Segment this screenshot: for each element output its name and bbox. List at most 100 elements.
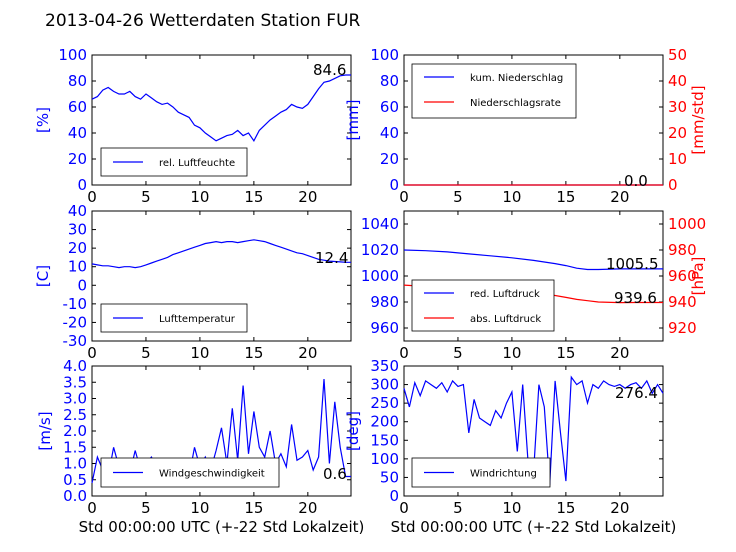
y-tick-label: 80 bbox=[380, 72, 399, 90]
x-tick-label: 20 bbox=[610, 344, 629, 362]
x-tick-label: 15 bbox=[244, 188, 263, 206]
y-tick-label: 60 bbox=[68, 98, 87, 116]
legend-label: Lufttemperatur bbox=[159, 314, 236, 325]
x-tick-label: 5 bbox=[453, 188, 463, 206]
y-tick-label: 300 bbox=[370, 376, 399, 394]
y-tick-label: 20 bbox=[380, 150, 399, 168]
y-tick-label: -20 bbox=[63, 313, 88, 331]
y-tick-label: 100 bbox=[370, 46, 399, 64]
y-tick-label: 20 bbox=[68, 150, 87, 168]
y-tick-label: 30 bbox=[68, 221, 87, 239]
y-tick-label: 0 bbox=[389, 487, 399, 505]
y2-tick-label: 920 bbox=[668, 319, 697, 337]
figure-title: 2013-04-26 Wetterdaten Station FUR bbox=[45, 11, 361, 31]
y2-axis-label: [hPa] bbox=[689, 257, 707, 296]
x-tick-label: 0 bbox=[399, 499, 409, 517]
y-tick-label: 0 bbox=[77, 176, 87, 194]
y-axis-label: [mm] bbox=[344, 100, 362, 141]
y-tick-label: 980 bbox=[370, 293, 399, 311]
y-tick-label: -10 bbox=[63, 295, 88, 313]
y2-tick-label: 0 bbox=[668, 176, 678, 194]
series-line-1 bbox=[91, 74, 351, 142]
y-tick-label: 50 bbox=[380, 468, 399, 486]
x-tick-label: 15 bbox=[556, 188, 575, 206]
y-tick-label: 200 bbox=[370, 413, 399, 431]
y2-axis-label: [mm/std] bbox=[689, 85, 707, 154]
y-tick-label: 1040 bbox=[361, 215, 399, 233]
x-tick-label: 10 bbox=[190, 499, 209, 517]
y2-tick-label: 50 bbox=[668, 46, 687, 64]
y-tick-label: 3.5 bbox=[63, 373, 87, 391]
x-tick-label: 0 bbox=[87, 499, 97, 517]
x-tick-label: 0 bbox=[399, 344, 409, 362]
x-tick-label: 10 bbox=[502, 344, 521, 362]
y-tick-label: 350 bbox=[370, 357, 399, 375]
legend-label: Windrichtung bbox=[470, 469, 537, 480]
y-tick-label: 2.0 bbox=[63, 422, 87, 440]
y2-tick-label: 40 bbox=[668, 72, 687, 90]
y-axis-label: [C] bbox=[34, 265, 52, 287]
y-tick-label: 40 bbox=[380, 124, 399, 142]
y-tick-label: 80 bbox=[68, 72, 87, 90]
x-tick-label: 10 bbox=[502, 188, 521, 206]
legend-label: rel. Luftfeuchte bbox=[159, 158, 235, 169]
y2-tick-label: 30 bbox=[668, 98, 687, 116]
value-annotation: 12.4 bbox=[315, 249, 348, 267]
y-tick-label: 960 bbox=[370, 319, 399, 337]
legend-box bbox=[411, 63, 577, 119]
x-tick-label: 5 bbox=[453, 344, 463, 362]
x-tick-label: 5 bbox=[141, 188, 151, 206]
legend-label: Niederschlagsrate bbox=[470, 98, 561, 109]
legend: Windrichtung bbox=[411, 457, 551, 488]
y2-tick-label: 20 bbox=[668, 124, 687, 142]
x-tick-label: 0 bbox=[87, 188, 97, 206]
y-tick-label: 0 bbox=[389, 176, 399, 194]
x-tick-label: 10 bbox=[190, 344, 209, 362]
legend-label: kum. Niederschlag bbox=[470, 73, 563, 84]
y-tick-label: 250 bbox=[370, 394, 399, 412]
y2-tick-label: 10 bbox=[668, 150, 687, 168]
y-tick-label: 150 bbox=[370, 431, 399, 449]
plot-frame bbox=[403, 365, 664, 497]
y-tick-label: 100 bbox=[58, 46, 87, 64]
chart-panel-4: 0 5 10 15 20 960 980 1000 1020 1040 920 940 960 980 10… bbox=[361, 210, 707, 362]
x-tick-label: 5 bbox=[453, 499, 463, 517]
y-tick-label: 20 bbox=[68, 239, 87, 257]
x-tick-label: 0 bbox=[87, 344, 97, 362]
x-tick-label: 20 bbox=[610, 499, 629, 517]
y-tick-label: 1.5 bbox=[63, 438, 87, 456]
legend-box bbox=[411, 279, 555, 332]
chart-panel-3: 0 5 10 15 20-30-20-10010203040[C]Lufttempera… bbox=[34, 202, 352, 362]
y-tick-label: 1020 bbox=[361, 241, 399, 259]
x-tick-label: 5 bbox=[141, 344, 151, 362]
legend-label: Windgeschwindigkeit bbox=[159, 469, 265, 480]
series-line-1 bbox=[91, 239, 351, 269]
y-tick-label: 40 bbox=[68, 124, 87, 142]
x-axis-label: Std 00:00:00 UTC (+-22 Std Lokalzeit) bbox=[391, 518, 677, 536]
legend-label: red. Luftdruck bbox=[470, 289, 540, 300]
legend: kum. Niederschlag Niederschlagsrate bbox=[411, 63, 577, 119]
chart-panel-1: 0 5 10 15 20 0 20 40 60 80 100 [%] rel. Luftfeuchte 8… bbox=[34, 46, 352, 206]
x-tick-label: 15 bbox=[244, 499, 263, 517]
x-tick-label: 20 bbox=[298, 499, 317, 517]
value-annotation: 1005.5 bbox=[606, 255, 659, 273]
chart-panel-5: 0 5 10 15 20 0.00.51.01.52.02.53.03.54.0 [m/s]… bbox=[36, 357, 364, 536]
x-tick-label: 20 bbox=[298, 344, 317, 362]
plot-frame bbox=[91, 210, 352, 342]
y-tick-label: 4.0 bbox=[63, 357, 87, 375]
x-axis-label: Std 00:00:00 UTC (+-22 Std Lokalzeit) bbox=[79, 518, 365, 536]
y2-tick-label: 960 bbox=[668, 267, 697, 285]
value-annotation-2: 939.6 bbox=[614, 289, 657, 307]
series-line-1 bbox=[403, 249, 663, 271]
x-tick-label: 20 bbox=[298, 188, 317, 206]
y-axis-label: [%] bbox=[34, 107, 52, 133]
x-tick-label: 20 bbox=[610, 188, 629, 206]
y-axis-label: [deg] bbox=[344, 411, 362, 451]
x-tick-label: 0 bbox=[399, 188, 409, 206]
y-tick-label: 1.0 bbox=[63, 455, 87, 473]
y2-tick-label: 980 bbox=[668, 241, 697, 259]
legend: red. Luftdruck abs. Luftdruck bbox=[411, 279, 555, 332]
y2-tick-label: 940 bbox=[668, 293, 697, 311]
